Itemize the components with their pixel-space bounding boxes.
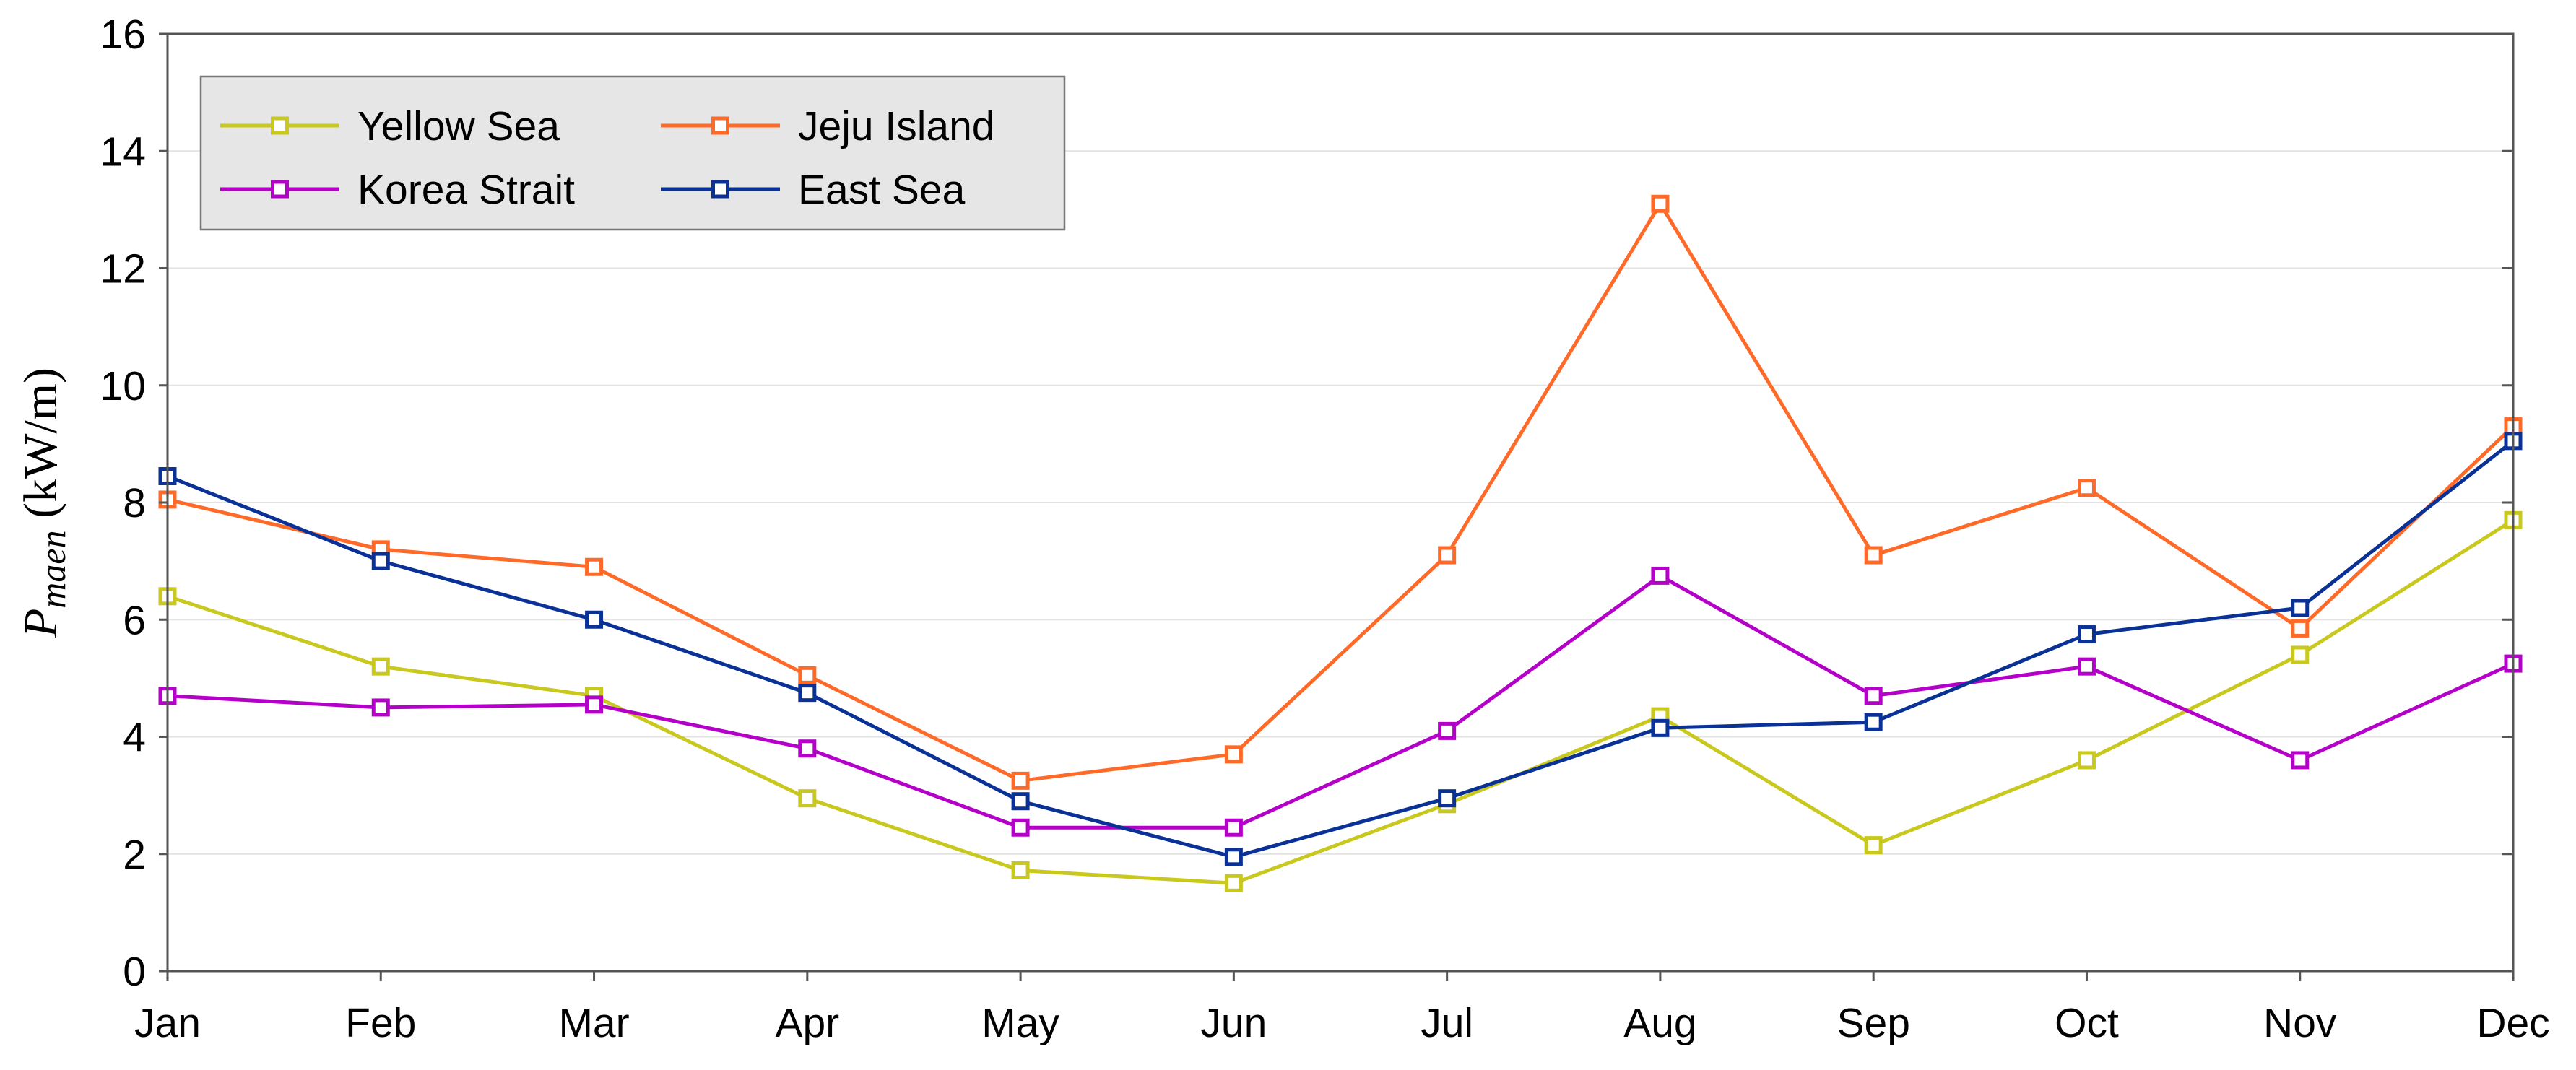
y-tick-label: 10 bbox=[100, 363, 146, 409]
y-tick-label: 6 bbox=[123, 597, 146, 643]
marker-east-sea-Aug bbox=[1651, 718, 1670, 737]
x-tick-label: Oct bbox=[2055, 1000, 2119, 1046]
marker-korea-strait-Jun bbox=[1224, 818, 1243, 837]
marker-korea-strait-Sep bbox=[1864, 687, 1883, 705]
legend-item-yellow-sea: Yellow Sea bbox=[220, 103, 560, 149]
marker-yellow-sea-Feb bbox=[371, 657, 390, 676]
series-jeju-island bbox=[158, 194, 2523, 790]
legend-item-korea-strait: Korea Strait bbox=[220, 167, 575, 213]
y-axis-label-unit: (kW/m) bbox=[14, 367, 67, 530]
series-yellow-sea bbox=[158, 510, 2523, 892]
marker-jeju-island-Nov bbox=[2291, 619, 2310, 638]
y-axis-label: Pmaen (kW/m) bbox=[14, 367, 73, 638]
series-line-east-sea bbox=[167, 439, 2515, 859]
x-tick-label: Jun bbox=[1200, 1000, 1267, 1046]
marker-jeju-island-Apr bbox=[798, 666, 817, 684]
y-tick-label: 14 bbox=[100, 129, 146, 175]
marker-east-sea-May bbox=[1011, 792, 1030, 811]
marker-east-sea-Sep bbox=[1864, 713, 1883, 731]
marker-yellow-sea-Jun bbox=[1224, 874, 1243, 892]
x-tick-label: Jul bbox=[1421, 1000, 1473, 1046]
marker-yellow-sea-Oct bbox=[2077, 751, 2096, 770]
marker-jeju-island-Mar bbox=[585, 557, 604, 576]
marker-korea-strait-Nov bbox=[2291, 751, 2310, 770]
y-axis-label-main: P bbox=[14, 609, 67, 638]
marker-jeju-island-Jun bbox=[1224, 745, 1243, 764]
series-line-korea-strait bbox=[167, 573, 2515, 830]
x-tick-label: Nov bbox=[2263, 1000, 2337, 1046]
x-tick-label: Apr bbox=[775, 1000, 839, 1046]
y-tick-label: 2 bbox=[123, 832, 146, 878]
marker-east-sea-Feb bbox=[371, 552, 390, 570]
y-tick-label: 0 bbox=[123, 949, 146, 995]
legend-marker-jeju-island bbox=[711, 116, 729, 135]
y-tick-label: 8 bbox=[123, 480, 146, 526]
legend-label-korea-strait: Korea Strait bbox=[357, 167, 575, 213]
marker-korea-strait-Mar bbox=[585, 695, 604, 714]
y-tick-label: 12 bbox=[100, 246, 146, 292]
marker-yellow-sea-Nov bbox=[2291, 645, 2310, 664]
legend-item-jeju-island: Jeju Island bbox=[661, 103, 995, 149]
legend-marker-east-sea bbox=[711, 180, 729, 199]
marker-east-sea-Mar bbox=[585, 610, 604, 629]
legend-box bbox=[199, 75, 1066, 231]
marker-korea-strait-Aug bbox=[1651, 566, 1670, 585]
x-tick-label: Dec bbox=[2476, 1000, 2549, 1046]
marker-jeju-island-Jul bbox=[1438, 546, 1457, 565]
marker-jeju-island-Aug bbox=[1651, 194, 1670, 213]
series-line-yellow-sea bbox=[167, 518, 2515, 885]
axes: 0 2 4 6 8 10 12 14 16 Jan Feb Mar Apr May Jun Jul Aug Sep… bbox=[100, 12, 2550, 1046]
x-tick-label: Feb bbox=[345, 1000, 416, 1046]
x-tick-label: Mar bbox=[558, 1000, 629, 1046]
y-tick-label: 16 bbox=[100, 12, 146, 58]
marker-east-sea-Apr bbox=[798, 684, 817, 703]
y-tick-label: 4 bbox=[123, 715, 146, 761]
x-tick-label: Jan bbox=[134, 1000, 201, 1046]
marker-east-sea-Jul bbox=[1438, 789, 1457, 808]
legend-label-jeju-island: Jeju Island bbox=[798, 103, 995, 149]
marker-east-sea-Jun bbox=[1224, 848, 1243, 866]
y-axis-label-sub: maen bbox=[32, 530, 73, 608]
series-korea-strait bbox=[158, 566, 2523, 837]
series-lines bbox=[158, 194, 2523, 892]
marker-east-sea-Oct bbox=[2077, 625, 2096, 644]
marker-korea-strait-Feb bbox=[371, 698, 390, 717]
legend-label-east-sea: East Sea bbox=[798, 167, 966, 213]
marker-korea-strait-Jul bbox=[1438, 721, 1457, 740]
x-tick-label: May bbox=[981, 1000, 1059, 1046]
legend-marker-yellow-sea bbox=[271, 116, 289, 135]
x-tick-label: Aug bbox=[1623, 1000, 1696, 1046]
legend: Yellow Sea Jeju Island Korea Strait East Se… bbox=[199, 75, 1066, 231]
marker-korea-strait-May bbox=[1011, 818, 1030, 837]
marker-korea-strait-Oct bbox=[2077, 657, 2096, 676]
marker-korea-strait-Apr bbox=[798, 739, 817, 758]
marker-yellow-sea-Sep bbox=[1864, 836, 1883, 855]
marker-yellow-sea-May bbox=[1011, 861, 1030, 879]
series-line-jeju-island bbox=[167, 201, 2515, 783]
marker-yellow-sea-Apr bbox=[798, 789, 817, 808]
series-east-sea bbox=[158, 432, 2523, 866]
marker-jeju-island-Oct bbox=[2077, 479, 2096, 497]
legend-item-east-sea: East Sea bbox=[661, 167, 966, 213]
marker-east-sea-Nov bbox=[2291, 599, 2310, 617]
marker-jeju-island-May bbox=[1011, 771, 1030, 790]
marker-jeju-island-Sep bbox=[1864, 546, 1883, 565]
gridlines bbox=[168, 150, 2513, 855]
x-tick-label: Sep bbox=[1836, 1000, 1909, 1046]
legend-marker-korea-strait bbox=[271, 180, 289, 199]
legend-label-yellow-sea: Yellow Sea bbox=[357, 103, 560, 149]
